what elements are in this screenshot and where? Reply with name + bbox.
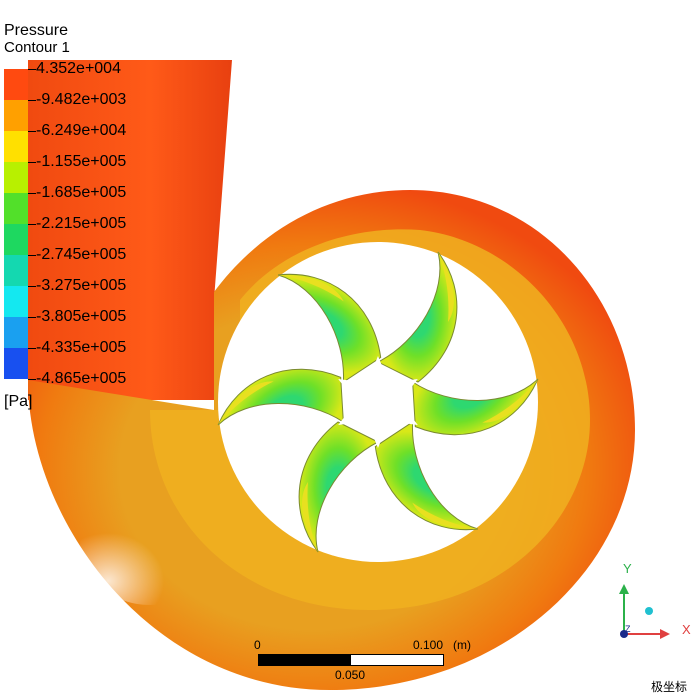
- legend-level-label: 4.352e+004: [36, 60, 121, 77]
- legend-swatch: [4, 224, 28, 255]
- impeller-blade: [374, 421, 479, 531]
- view-sphere-icon: [645, 607, 653, 615]
- polar-coordinates-label[interactable]: 极坐标: [651, 680, 688, 694]
- legend-swatch: [4, 255, 28, 286]
- legend-swatch: [4, 100, 28, 131]
- legend-level-label: -3.805e+005: [36, 308, 127, 325]
- y-axis-label: Y: [623, 561, 632, 576]
- legend-title: Pressure: [4, 22, 69, 39]
- scale-unit-label: (m): [453, 638, 471, 652]
- legend-tick: [28, 224, 36, 225]
- legend-tick: [28, 69, 36, 70]
- legend-unit: [Pa]: [4, 393, 33, 410]
- legend-tick: [28, 255, 36, 256]
- z-axis-label: Z: [625, 624, 631, 634]
- legend-swatch: [4, 193, 28, 224]
- legend-level-label: -3.275e+005: [36, 277, 127, 294]
- legend-tick: [28, 193, 36, 194]
- impeller-blade: [217, 368, 344, 426]
- legend-swatch: [4, 348, 28, 379]
- impeller-blade: [277, 273, 382, 383]
- impeller-blade-tip: [302, 482, 318, 552]
- scale-max-label: 0.100: [413, 638, 444, 652]
- impeller-blade-tip: [278, 275, 344, 302]
- legend-swatch: [4, 162, 28, 193]
- legend-swatch: [4, 69, 28, 100]
- axis-triad: [619, 584, 670, 639]
- legend-tick: [28, 286, 36, 287]
- surface-highlight: [80, 485, 220, 605]
- legend-level-label: -1.155e+005: [36, 153, 127, 170]
- scale-bar-segment-black: [258, 654, 352, 666]
- legend-level-label: -9.482e+003: [36, 91, 127, 108]
- impeller-blade-tip: [438, 252, 454, 322]
- legend-swatch: [4, 131, 28, 162]
- impeller-blade-tip: [412, 502, 478, 529]
- y-axis-arrow-icon: [619, 584, 629, 594]
- impeller-blade: [298, 421, 380, 553]
- legend-swatch: [4, 317, 28, 348]
- legend-color-bar: [4, 69, 28, 379]
- impeller-blade: [376, 251, 458, 383]
- legend-level-label: -6.249e+004: [36, 122, 127, 139]
- legend-tick: [28, 348, 36, 349]
- legend-tick: [28, 379, 36, 380]
- legend-tick: [28, 131, 36, 132]
- hub-opening: [338, 356, 418, 448]
- legend-tick: [28, 100, 36, 101]
- legend-level-label: -4.865e+005: [36, 370, 127, 387]
- legend-level-label: -4.335e+005: [36, 339, 127, 356]
- legend-tick: [28, 162, 36, 163]
- x-axis-arrow-icon: [660, 629, 670, 639]
- scale-mid-label: 0.050: [335, 668, 366, 682]
- legend-level-label: -1.685e+005: [36, 184, 127, 201]
- z-axis-dot-icon: [620, 630, 628, 638]
- legend-level-label: -2.215e+005: [36, 215, 127, 232]
- x-axis-label: X: [682, 622, 691, 637]
- legend-level-label: -2.745e+005: [36, 246, 127, 263]
- legend-subtitle: Contour 1: [4, 39, 70, 56]
- legend-swatch: [4, 286, 28, 317]
- impeller-blade: [412, 378, 539, 436]
- scale-zero-label: 0: [254, 638, 261, 652]
- scale-bar-segment-white: [350, 654, 444, 666]
- impeller-hub: [338, 356, 418, 448]
- volute-outlet: [28, 60, 232, 400]
- impeller: [217, 251, 539, 553]
- legend-tick: [28, 317, 36, 318]
